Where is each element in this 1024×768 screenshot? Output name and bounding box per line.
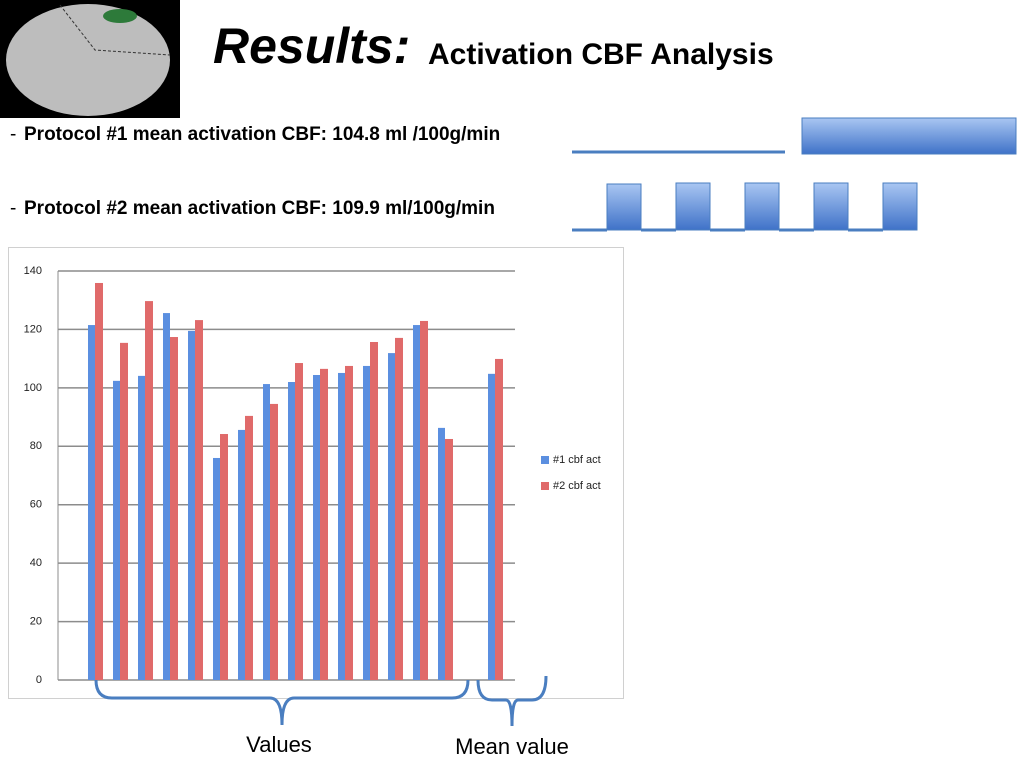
bar bbox=[120, 342, 128, 680]
slide-title: Results: bbox=[213, 18, 410, 74]
bullet-text: Protocol #1 mean activation CBF: 104.8 m… bbox=[24, 124, 500, 145]
brace bbox=[94, 679, 470, 726]
bar bbox=[438, 427, 445, 680]
bar bbox=[213, 457, 220, 680]
block-wave bbox=[882, 182, 918, 231]
block-waves bbox=[606, 182, 918, 231]
y-tick-label: 80 bbox=[30, 440, 42, 452]
y-tick-label: 20 bbox=[30, 615, 42, 627]
bar bbox=[138, 375, 145, 680]
bar bbox=[495, 358, 503, 680]
bar bbox=[188, 330, 195, 680]
block-wave bbox=[675, 182, 711, 231]
block-wave bbox=[813, 182, 849, 231]
bar bbox=[295, 363, 303, 680]
legend-swatch bbox=[541, 482, 549, 490]
bar bbox=[313, 375, 320, 680]
bullet-marker: - bbox=[10, 124, 16, 145]
bar bbox=[95, 282, 103, 680]
bar bbox=[220, 434, 228, 680]
bar bbox=[170, 337, 178, 680]
block-wave bbox=[744, 182, 780, 231]
bar bbox=[370, 341, 378, 680]
brain-cut bbox=[59, 4, 171, 56]
legend-swatch bbox=[541, 456, 549, 464]
bar bbox=[238, 429, 245, 680]
bar bbox=[113, 380, 120, 680]
bar bbox=[270, 403, 278, 680]
y-tick-label: 0 bbox=[36, 674, 42, 686]
bar bbox=[488, 373, 495, 680]
slide-subtitle: Activation CBF Analysis bbox=[428, 38, 774, 71]
bar bbox=[320, 368, 328, 680]
y-tick-label: 60 bbox=[30, 499, 42, 511]
bullet-text: Protocol #2 mean activation CBF: 109.9 m… bbox=[24, 198, 495, 219]
activation-blob bbox=[103, 9, 137, 23]
y-tick-label: 100 bbox=[24, 382, 42, 394]
bar bbox=[263, 384, 270, 680]
bar bbox=[245, 415, 253, 680]
bar bbox=[88, 325, 95, 680]
bar bbox=[345, 365, 353, 680]
bar bbox=[338, 372, 345, 680]
y-tick-label: 40 bbox=[30, 557, 42, 569]
bar bbox=[195, 320, 203, 680]
legend-label: #2 cbf act bbox=[553, 480, 601, 492]
block-wave bbox=[801, 117, 1017, 155]
bar bbox=[163, 313, 170, 680]
block-wave bbox=[606, 183, 642, 231]
brain-shape bbox=[6, 4, 170, 116]
annotation: Values bbox=[246, 732, 312, 757]
legend-label: #1 cbf act bbox=[553, 454, 601, 466]
bar bbox=[395, 337, 403, 680]
chart: 0 20 40 60 80 100 120 140 #1 cbf act #2 cbf act bbox=[24, 265, 601, 686]
bar bbox=[413, 325, 420, 680]
bar bbox=[288, 382, 295, 680]
bar bbox=[145, 301, 153, 680]
bar bbox=[420, 320, 428, 680]
bar bbox=[445, 438, 453, 680]
bullet-marker: - bbox=[10, 198, 16, 219]
bar bbox=[363, 365, 370, 680]
y-tick-label: 140 bbox=[24, 265, 42, 277]
bar bbox=[388, 353, 395, 680]
y-tick-label: 120 bbox=[24, 323, 42, 335]
brace bbox=[476, 675, 548, 727]
annotation: Mean value bbox=[455, 734, 569, 759]
